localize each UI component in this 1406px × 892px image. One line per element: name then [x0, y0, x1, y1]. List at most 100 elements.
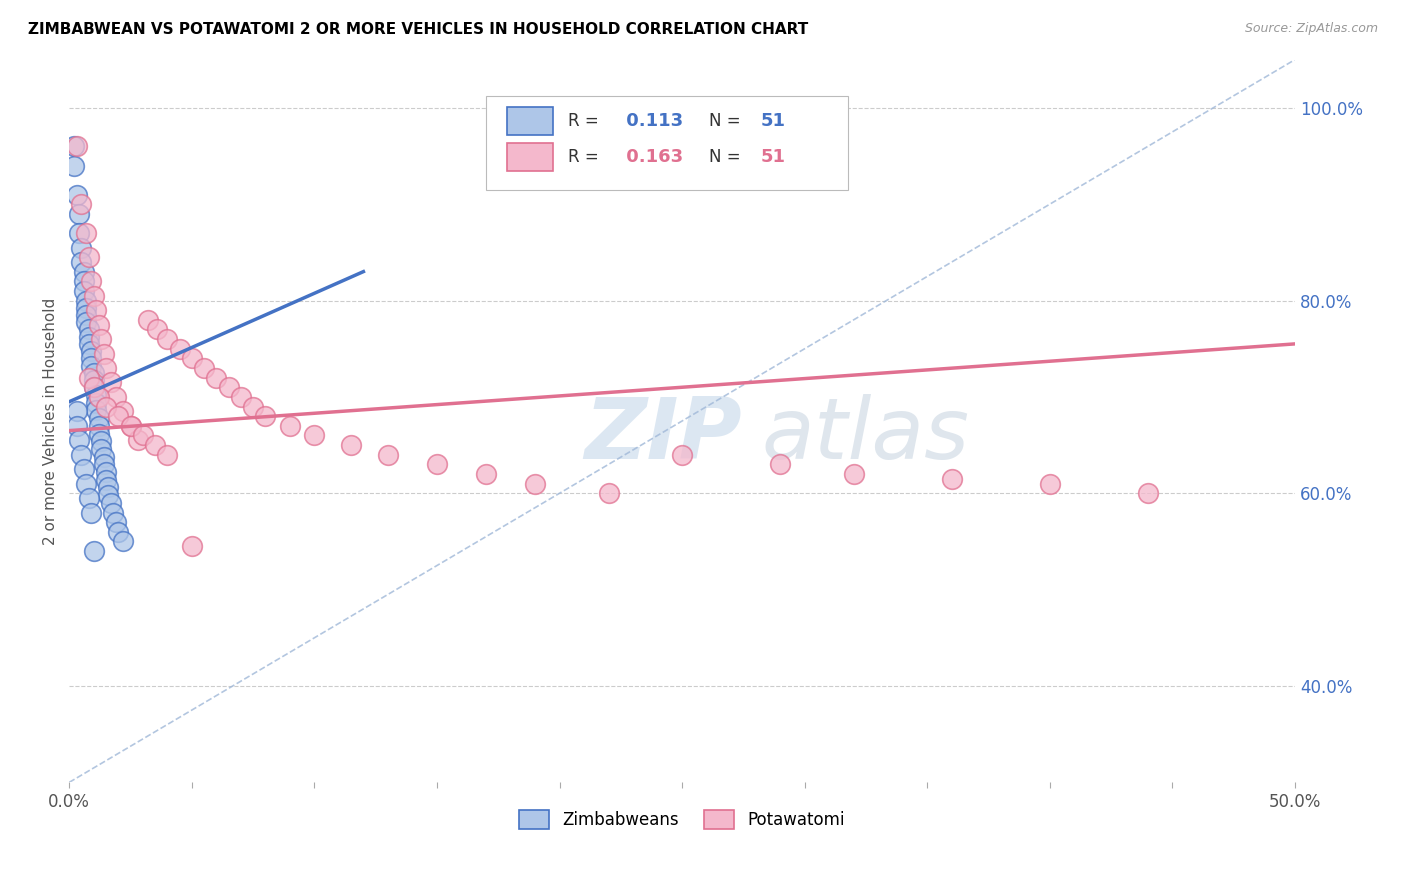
Point: [84, 403, 107, 417]
Point: [94, 473, 117, 487]
Point: [97, 488, 120, 502]
Point: [84, 303, 107, 318]
Point: [90, 332, 112, 346]
Text: ZIMBABWEAN VS POTAWATOMI 2 OR MORE VEHICLES IN HOUSEHOLD CORRELATION CHART: ZIMBABWEAN VS POTAWATOMI 2 OR MORE VEHIC…: [28, 22, 808, 37]
Point: [254, 409, 277, 424]
Point: [80, 506, 103, 520]
Point: [107, 409, 129, 424]
Point: [94, 400, 117, 414]
Point: [377, 448, 399, 462]
Point: [180, 539, 202, 553]
Point: [83, 544, 105, 558]
Point: [127, 434, 149, 448]
Point: [75, 293, 97, 308]
Point: [112, 534, 135, 549]
Point: [146, 322, 169, 336]
Point: [112, 404, 135, 418]
Point: [103, 506, 125, 520]
Point: [87, 411, 110, 425]
Point: [77, 330, 100, 344]
Point: [73, 274, 96, 288]
Point: [426, 458, 449, 472]
Point: [100, 496, 122, 510]
Point: [63, 139, 86, 153]
Point: [84, 395, 107, 409]
Point: [132, 428, 155, 442]
Point: [1039, 476, 1062, 491]
Point: [83, 289, 105, 303]
Point: [100, 376, 122, 390]
Point: [70, 197, 93, 211]
Point: [87, 426, 110, 441]
Point: [94, 361, 117, 376]
Text: R =: R =: [568, 112, 605, 130]
Point: [73, 284, 96, 298]
Text: 51: 51: [761, 148, 786, 166]
Point: [143, 438, 166, 452]
Point: [70, 448, 93, 462]
Point: [67, 207, 90, 221]
Point: [80, 351, 103, 366]
Point: [63, 159, 86, 173]
Point: [475, 467, 498, 481]
Point: [598, 486, 620, 500]
Point: [180, 351, 202, 366]
Point: [75, 308, 97, 322]
Point: [120, 418, 142, 433]
Point: [93, 450, 115, 464]
Point: [80, 274, 103, 288]
Point: [304, 428, 326, 442]
Text: atlas: atlas: [762, 394, 970, 477]
Text: N =: N =: [709, 112, 747, 130]
Point: [242, 400, 264, 414]
FancyBboxPatch shape: [506, 107, 554, 135]
Point: [75, 315, 97, 329]
Point: [524, 476, 547, 491]
FancyBboxPatch shape: [506, 144, 554, 171]
Point: [65, 418, 87, 433]
Text: 51: 51: [761, 112, 786, 130]
Point: [83, 380, 105, 394]
Point: [65, 404, 87, 418]
Point: [193, 361, 215, 376]
Point: [97, 480, 120, 494]
Point: [218, 380, 240, 394]
Text: 0.163: 0.163: [620, 148, 683, 166]
Text: R =: R =: [568, 148, 605, 166]
Point: [104, 515, 127, 529]
Point: [73, 264, 96, 278]
Point: [77, 370, 100, 384]
Point: [75, 226, 97, 240]
Point: [73, 462, 96, 476]
Point: [205, 370, 228, 384]
Point: [169, 342, 191, 356]
Point: [80, 359, 103, 373]
Point: [80, 343, 103, 358]
FancyBboxPatch shape: [486, 95, 848, 190]
Point: [107, 524, 129, 539]
Point: [70, 255, 93, 269]
Point: [278, 418, 301, 433]
Point: [65, 139, 87, 153]
Point: [93, 458, 115, 472]
Legend: Zimbabweans, Potawatomi: Zimbabweans, Potawatomi: [513, 803, 852, 836]
Point: [671, 448, 693, 462]
Point: [104, 390, 127, 404]
Point: [941, 472, 963, 486]
Point: [77, 250, 100, 264]
Point: [94, 465, 117, 479]
Point: [70, 240, 93, 254]
Point: [84, 388, 107, 402]
Point: [77, 337, 100, 351]
Point: [83, 372, 105, 386]
Point: [120, 418, 142, 433]
Text: Source: ZipAtlas.com: Source: ZipAtlas.com: [1244, 22, 1378, 36]
Point: [77, 491, 100, 505]
Point: [75, 301, 97, 316]
Point: [87, 318, 110, 332]
Text: 0.113: 0.113: [620, 112, 683, 130]
Point: [83, 366, 105, 380]
Point: [87, 418, 110, 433]
Point: [65, 187, 87, 202]
Text: N =: N =: [709, 148, 747, 166]
